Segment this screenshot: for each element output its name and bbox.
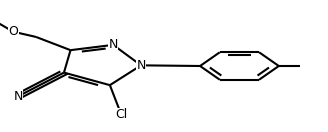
Text: O: O <box>8 25 18 38</box>
Text: N: N <box>109 38 118 51</box>
Text: Cl: Cl <box>115 108 128 121</box>
Text: N: N <box>13 90 23 103</box>
Text: N: N <box>136 59 146 72</box>
